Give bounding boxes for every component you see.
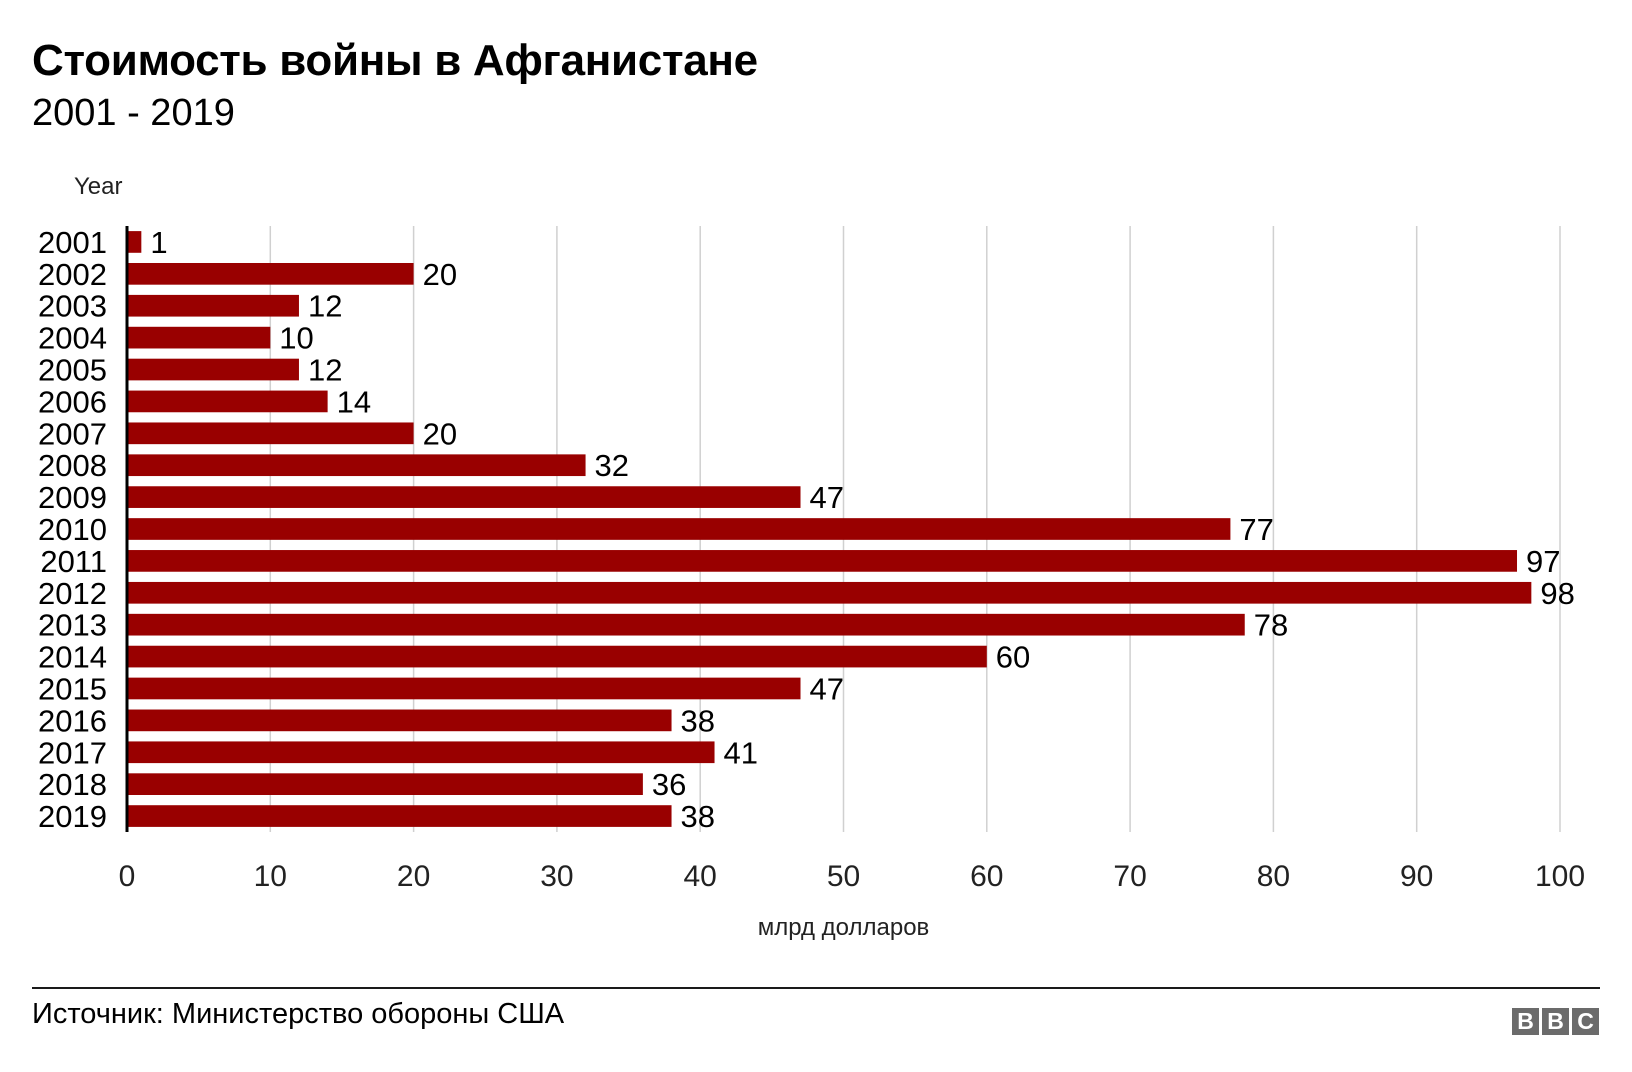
category-label: 2010 — [38, 512, 107, 547]
data-label: 10 — [279, 321, 313, 356]
category-label: 2013 — [38, 608, 107, 643]
data-label: 36 — [652, 767, 686, 802]
bar — [127, 613, 1245, 636]
y-axis-title: Year — [74, 173, 123, 200]
bar — [127, 741, 715, 764]
bar — [127, 390, 328, 413]
logo-letter: B — [1542, 1008, 1569, 1035]
category-label: 2007 — [38, 416, 107, 451]
category-label: 2011 — [40, 544, 107, 579]
logo-letter: C — [1572, 1008, 1599, 1035]
chart-title: Стоимость войны в Афганистане — [32, 36, 758, 85]
bar — [127, 262, 414, 285]
category-label: 2016 — [38, 703, 107, 738]
bbc-logo: B B C — [1512, 1008, 1599, 1035]
data-label: 38 — [681, 799, 715, 834]
bar — [127, 326, 271, 349]
bar — [127, 518, 1231, 540]
x-tick-label: 20 — [397, 860, 430, 893]
bar — [127, 486, 801, 508]
category-label: 2002 — [38, 257, 107, 292]
x-tick-label: 100 — [1535, 860, 1585, 893]
data-label: 20 — [423, 416, 457, 451]
category-label: 2006 — [38, 384, 107, 419]
category-label: 2018 — [38, 767, 107, 802]
category-labels: 2001200220032004200520062007200820092010… — [38, 225, 107, 834]
x-tick-label: 70 — [1113, 860, 1146, 893]
category-label: 2008 — [38, 448, 107, 483]
chart-subtitle: 2001 - 2019 — [32, 92, 235, 134]
x-tick-label: 50 — [827, 860, 860, 893]
category-label: 2019 — [38, 799, 107, 834]
bar — [127, 358, 299, 381]
x-tick-label: 40 — [684, 860, 717, 893]
x-tick-label: 60 — [970, 860, 1003, 893]
data-label: 78 — [1254, 608, 1288, 643]
category-label: 2001 — [38, 225, 107, 260]
logo-letter: B — [1512, 1008, 1539, 1035]
bars — [127, 231, 1532, 827]
category-label: 2005 — [38, 353, 107, 388]
data-label: 98 — [1540, 576, 1574, 611]
category-label: 2014 — [38, 640, 107, 675]
data-label: 47 — [810, 671, 844, 706]
data-label: 14 — [337, 384, 371, 419]
category-label: 2012 — [38, 576, 107, 611]
category-label: 2003 — [38, 289, 107, 324]
bar — [127, 773, 643, 796]
data-label: 60 — [996, 640, 1030, 675]
data-label: 47 — [810, 480, 844, 515]
category-label: 2009 — [38, 480, 107, 515]
x-tick-label: 30 — [540, 860, 573, 893]
x-tick-label: 10 — [254, 860, 287, 893]
bar — [127, 231, 142, 253]
bar — [127, 645, 987, 668]
bar — [127, 805, 672, 827]
category-label: 2004 — [38, 321, 107, 356]
x-tick-labels: 0 10 20 30 40 50 60 70 80 90 100 — [119, 860, 1585, 893]
bar — [127, 454, 586, 477]
x-tick-label: 90 — [1400, 860, 1433, 893]
data-label: 12 — [308, 289, 342, 324]
bar — [127, 550, 1518, 572]
category-label: 2017 — [38, 735, 107, 770]
x-tick-label: 80 — [1257, 860, 1290, 893]
bar — [127, 677, 801, 700]
x-axis-title: млрд долларов — [758, 914, 930, 941]
bar — [127, 294, 299, 317]
category-label: 2015 — [38, 671, 107, 706]
bar — [127, 422, 414, 445]
bar — [127, 709, 672, 732]
footer-divider — [32, 987, 1600, 989]
data-label: 20 — [423, 257, 457, 292]
data-label: 77 — [1239, 512, 1273, 547]
data-label: 12 — [308, 353, 342, 388]
data-label: 32 — [595, 448, 629, 483]
data-label: 38 — [681, 703, 715, 738]
data-label: 1 — [150, 225, 167, 260]
x-tick-label: 0 — [119, 860, 136, 893]
source-note: Источник: Министерство обороны США — [32, 998, 565, 1030]
data-label: 41 — [724, 735, 758, 770]
bar — [127, 581, 1532, 604]
data-label: 97 — [1526, 544, 1560, 579]
